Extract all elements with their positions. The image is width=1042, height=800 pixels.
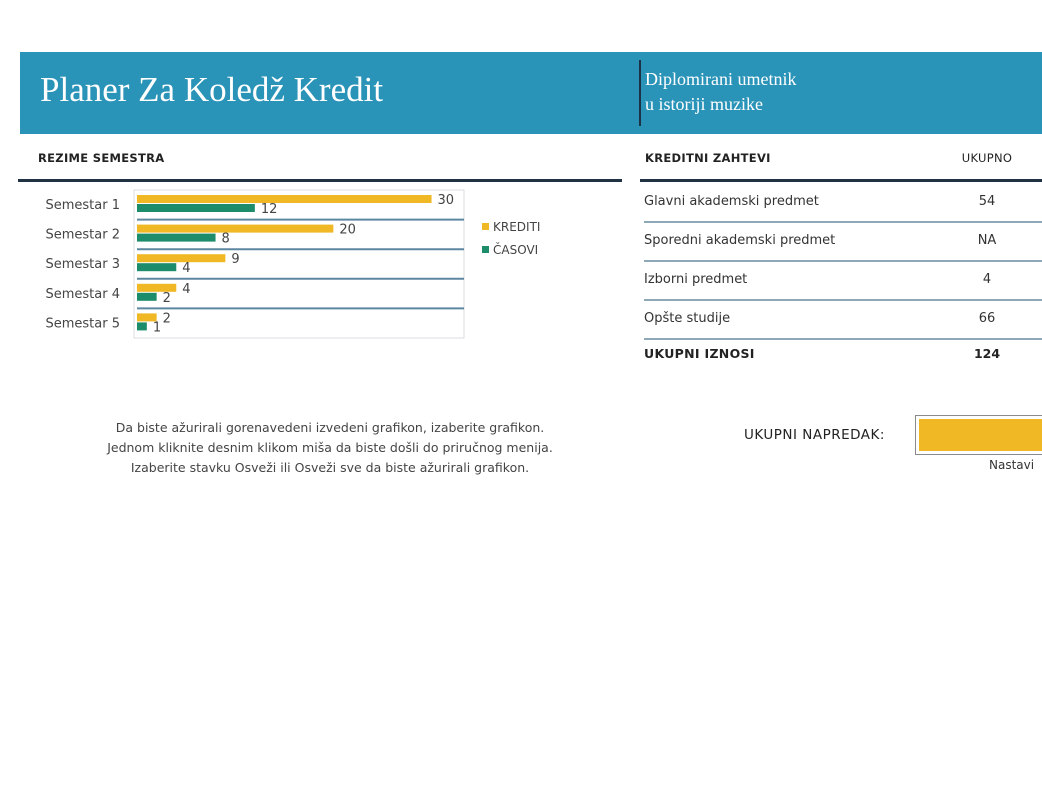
chart-category-label: Semestar 4 <box>46 287 121 302</box>
credits-data-label: 4 <box>182 282 190 297</box>
total-value: 124 <box>973 346 1001 361</box>
requirement-value: 66 <box>978 311 996 326</box>
hours-data-label: 12 <box>261 202 278 217</box>
hours-bar <box>137 292 157 301</box>
overall-progress-bar <box>915 415 1042 455</box>
credits-bar <box>137 283 177 292</box>
legend-credits: KREDITI <box>482 220 540 234</box>
chart-category-label: Semestar 1 <box>46 198 121 213</box>
total-label: UKUPNI IZNOSI <box>644 346 755 361</box>
chart-category-label: Semestar 2 <box>46 228 121 243</box>
degree-subtitle-line1: Diplomirani umetnik <box>645 69 797 89</box>
credits-data-label: 20 <box>339 223 356 238</box>
requirement-value: NA <box>977 233 997 248</box>
page-title: Planer Za Koledž Kredit <box>40 70 384 109</box>
legend-credits-label: KREDITI <box>493 220 541 234</box>
requirement-name: Sporedni akademski predmet <box>644 233 836 248</box>
requirement-name: Opšte studije <box>644 311 731 326</box>
hours-data-label: 4 <box>182 261 190 276</box>
hours-bar <box>137 263 177 272</box>
credits-data-label: 2 <box>163 311 171 326</box>
credits-bar <box>137 224 334 233</box>
requirement-row: Glavni akademski predmet 54 <box>644 183 1042 223</box>
credits-data-label: 9 <box>231 252 239 267</box>
instruction-line-1: Da biste ažurirali gorenavedeni izvedeni… <box>115 420 545 435</box>
hours-bar <box>137 233 216 242</box>
requirement-value: 4 <box>982 272 992 287</box>
overall-progress-fill <box>919 419 1042 451</box>
chart-category-label: Semestar 5 <box>46 316 121 331</box>
degree-subtitle-line2: u istoriji muzike <box>645 94 763 114</box>
total-column-heading: UKUPNO <box>961 151 1013 165</box>
banner-divider <box>639 60 641 126</box>
chart-plot-frame <box>133 189 465 339</box>
semester-summary-heading: REZIME SEMESTRA <box>38 151 165 165</box>
legend-hours-swatch <box>482 246 489 253</box>
instruction-line-2: Jednom kliknite desnim klikom miša da bi… <box>107 440 553 455</box>
semester-bar-chart: Semestar 1 30 12 Semestar 2 20 8 Semestar 3 9 4 S… <box>46 189 465 339</box>
requirement-row: Opšte studije 66 <box>644 300 1042 340</box>
hours-bar <box>137 322 147 331</box>
semester-summary-rule <box>18 179 622 182</box>
semester-chart[interactable]: Semestar 1 30 12 Semestar 2 20 8 Semestar 3 9 4 S… <box>20 185 580 355</box>
requirement-row: Sporedni akademski predmet NA <box>644 222 1042 262</box>
requirement-name: Izborni predmet <box>644 272 748 287</box>
degree-subtitle: Diplomirani umetnik u istoriji muzike <box>645 67 945 117</box>
credits-bar <box>137 313 157 322</box>
progress-caption: Nastavi <box>989 458 1035 472</box>
requirement-value: 54 <box>978 194 996 209</box>
header-banner: Planer Za Koledž Kredit Diplomirani umet… <box>20 52 1042 134</box>
legend-hours-label: ČASOVI <box>493 243 539 257</box>
credits-data-label: 30 <box>438 193 455 208</box>
legend-credits-swatch <box>482 223 489 230</box>
hours-data-label: 2 <box>163 291 171 306</box>
legend-hours: ČASOVI <box>482 243 538 257</box>
instruction-line-3: Izaberite stavku Osveži ili Osveži sve d… <box>130 460 530 475</box>
hours-data-label: 8 <box>222 232 230 247</box>
credit-requirements-heading: KREDITNI ZAHTEVI <box>645 151 771 165</box>
chart-category-label: Semestar 3 <box>46 257 121 272</box>
chart-instructions: Da biste ažurirali gorenavedeni izvedeni… <box>40 418 620 478</box>
hours-bar <box>137 204 255 212</box>
credits-bar <box>137 254 226 263</box>
credit-requirements-rule <box>640 179 1042 182</box>
requirement-row: Izborni predmet 4 <box>644 261 1042 301</box>
hours-data-label: 1 <box>153 320 161 335</box>
credits-bar <box>137 195 432 203</box>
requirement-name: Glavni akademski predmet <box>644 194 819 209</box>
overall-progress-label: UKUPNI NAPREDAK: <box>744 427 885 443</box>
